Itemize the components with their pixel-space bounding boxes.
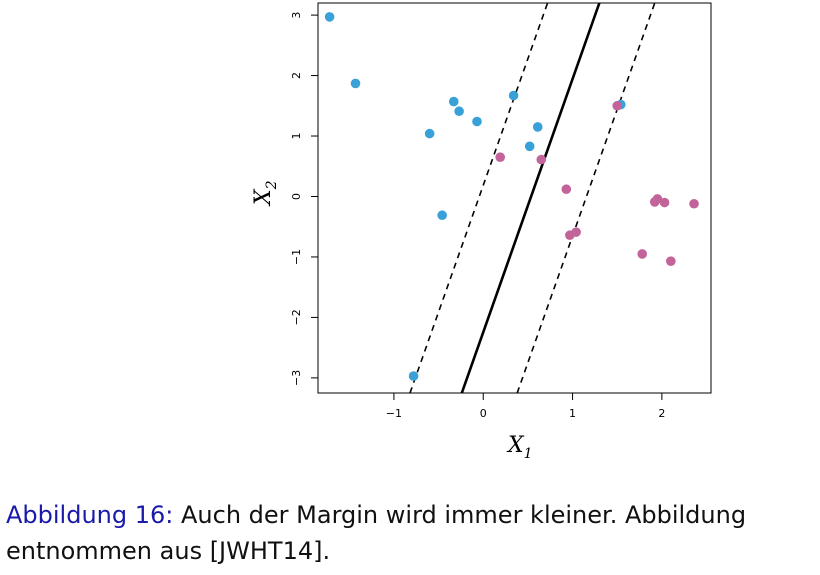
y-axis-title: X2: [251, 180, 280, 207]
data-point-series-0: [448, 96, 459, 107]
y-axis-title-sub: 2: [264, 180, 280, 190]
x-tick-label: 2: [658, 407, 665, 420]
caption-label: Abbildung 16:: [6, 501, 174, 529]
y-tick-label: 0: [290, 193, 303, 200]
x-tick-label: −1: [386, 407, 402, 420]
data-point-series-1: [495, 152, 506, 162]
y-tick-label: −3: [290, 370, 303, 386]
y-tick-label: 3: [290, 12, 303, 19]
data-point-series-0: [408, 371, 419, 381]
data-point-series-1: [666, 256, 676, 266]
data-point-series-1: [571, 227, 581, 237]
data-point-series-0: [472, 116, 482, 127]
x-tick-label: 1: [569, 407, 576, 420]
data-point-series-0: [532, 122, 543, 132]
x-axis-title-sub: 1: [524, 446, 533, 462]
data-point-series-1: [561, 184, 572, 195]
x-axis: −1 0 1 2: [386, 393, 665, 420]
data-point-series-1: [536, 154, 547, 165]
y-tick-label: −2: [290, 309, 303, 325]
margin-line-1: [409, 2, 549, 394]
data-point-series-1: [689, 198, 699, 209]
data-point-series-1: [637, 249, 648, 259]
y-tick-label: 2: [290, 72, 303, 79]
caption-text: Auch der Margin wird immer kleiner. Abbi…: [6, 501, 747, 565]
hyperplane-line: [460, 2, 601, 394]
data-point-series-0: [324, 12, 335, 22]
x-axis-title-main: X: [506, 433, 525, 458]
data-point-series-0: [350, 78, 361, 89]
data-point-series-0: [424, 128, 435, 139]
data-point-series-1: [612, 100, 623, 111]
data-point-series-0: [437, 210, 447, 221]
data-point-series-0: [454, 106, 464, 117]
x-axis-title: X1: [506, 433, 533, 462]
y-tick-label: −1: [290, 249, 303, 265]
margin-line-2: [516, 2, 656, 394]
data-point-series-0: [524, 141, 535, 152]
data-point-series-1: [652, 194, 663, 204]
y-axis: −3 −2 −1 0 1 2 3: [290, 12, 318, 386]
plot-frame: [317, 2, 712, 394]
x-tick-label: 0: [480, 407, 487, 420]
separating-lines: [409, 2, 656, 394]
data-point-series-1: [659, 197, 670, 208]
data-point-series-0: [508, 90, 519, 101]
y-axis-title-main: X: [251, 188, 276, 207]
data-points: [324, 12, 699, 381]
y-tick-label: 1: [290, 133, 303, 140]
figure-caption: Abbildung 16: Auch der Margin wird immer…: [6, 497, 816, 569]
